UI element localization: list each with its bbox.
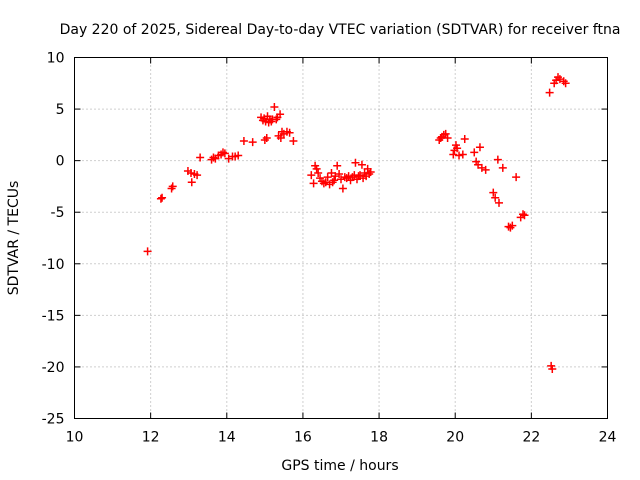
data-point [338, 184, 347, 193]
data-point [460, 134, 469, 143]
data-point [333, 161, 342, 170]
data-point [494, 198, 503, 207]
data-point [168, 182, 177, 191]
data-point [491, 193, 500, 202]
data-point [453, 144, 462, 153]
data-point [285, 128, 294, 137]
x-tick-label: 18 [370, 430, 388, 446]
data-point [443, 133, 452, 142]
data-point [335, 170, 344, 179]
data-point [314, 169, 323, 178]
data-point [307, 171, 316, 180]
data-point [493, 155, 502, 164]
data-point [561, 79, 570, 88]
y-tick-label: -10 [42, 257, 65, 273]
data-point [508, 221, 517, 230]
data-point [220, 149, 229, 158]
data-point [548, 364, 557, 373]
data-point [186, 169, 195, 178]
data-point [455, 151, 464, 160]
y-tick-label: -15 [42, 308, 65, 324]
data-point [218, 148, 227, 157]
data-point [475, 143, 484, 152]
data-point [248, 138, 257, 147]
data-point [156, 194, 165, 203]
data-point [520, 211, 529, 220]
data-point [504, 222, 513, 231]
x-axis-label: GPS time / hours [281, 458, 398, 474]
data-point [458, 150, 467, 159]
y-tick-label: 5 [56, 102, 65, 118]
data-point [270, 103, 279, 112]
data-point [481, 165, 490, 174]
data-point [441, 129, 450, 138]
x-tick-label: 16 [294, 430, 312, 446]
data-point [498, 163, 507, 172]
data-point [239, 137, 248, 146]
data-point [470, 148, 479, 157]
data-point [234, 151, 243, 160]
y-tick-label: -20 [42, 360, 65, 376]
data-point [354, 172, 363, 181]
data-point [319, 179, 328, 188]
x-tick-label: 22 [522, 430, 540, 446]
data-point [330, 176, 339, 185]
x-tick-label: 24 [599, 430, 617, 446]
y-tick-label: -5 [51, 205, 65, 221]
data-point [312, 164, 321, 173]
grid-lines [74, 57, 608, 419]
data-point [518, 210, 527, 219]
y-tick-label: 10 [47, 51, 65, 67]
y-axis-label: SDTVAR / TECUs [6, 181, 22, 296]
data-point [357, 160, 366, 169]
y-tick-label: 0 [56, 154, 65, 170]
data-point [289, 137, 298, 146]
x-tick-label: 20 [446, 430, 464, 446]
data-point [323, 173, 332, 182]
axis-ticks: 10 12 14 16 18 20 22 24 -25 -20 -15 -10 -5 0 5 10 [42, 51, 617, 446]
plot-frame [74, 57, 608, 419]
data-point [187, 178, 196, 187]
x-tick-label: 10 [66, 430, 84, 446]
data-points [143, 73, 570, 373]
data-point [351, 158, 360, 167]
data-point [309, 179, 318, 188]
data-point [193, 171, 202, 180]
x-tick-label: 14 [218, 430, 236, 446]
data-point [489, 188, 498, 197]
data-point [512, 173, 521, 182]
data-point [276, 133, 285, 142]
data-point [449, 150, 458, 159]
data-point [344, 172, 353, 181]
data-point [196, 153, 205, 162]
data-point [158, 193, 167, 202]
data-point [340, 173, 349, 182]
x-tick-label: 12 [142, 430, 160, 446]
data-point [276, 110, 285, 119]
data-point [366, 167, 375, 176]
data-point [209, 153, 218, 162]
data-point [143, 247, 152, 256]
y-tick-label: -25 [42, 412, 65, 428]
data-point [545, 88, 554, 97]
chart-title: Day 220 of 2025, Sidereal Day-to-day VTE… [60, 22, 621, 38]
data-point [262, 133, 271, 142]
